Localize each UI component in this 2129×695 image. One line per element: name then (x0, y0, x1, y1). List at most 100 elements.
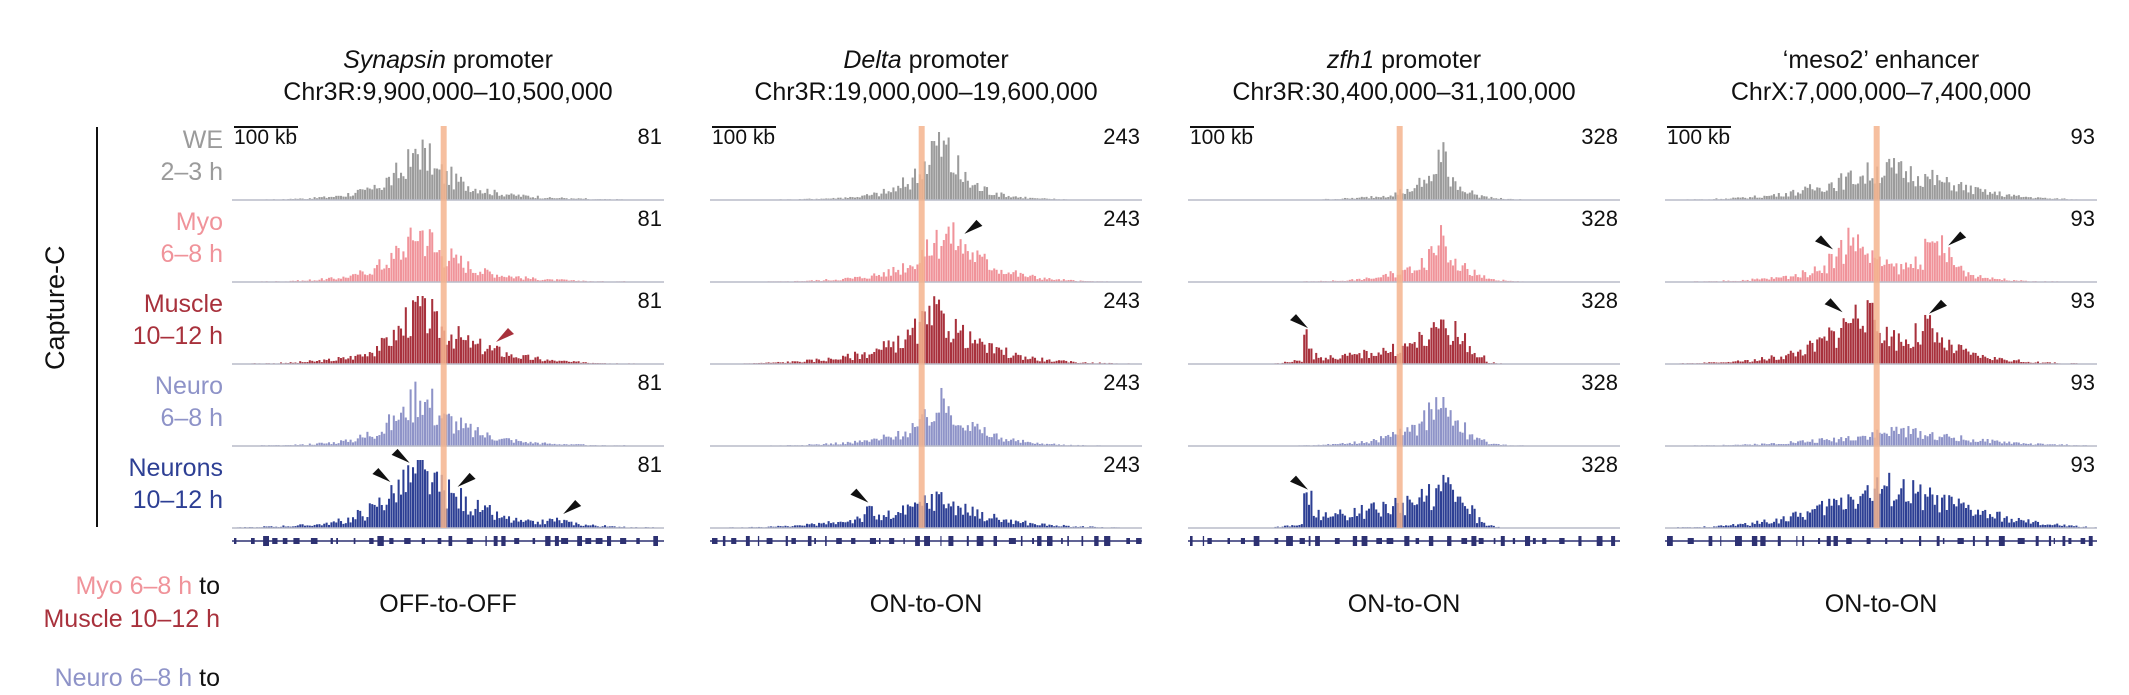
signal-bar (1977, 509, 1980, 528)
gene-exon (1136, 538, 1142, 544)
signal-bar (301, 524, 304, 528)
signal-bar (402, 406, 405, 446)
signal-bar (359, 510, 362, 528)
signal-bar (897, 430, 900, 446)
signal-bar (541, 519, 544, 528)
signal-bar (1002, 274, 1005, 282)
signal-bar (373, 504, 376, 528)
signal-bar (1098, 362, 1101, 364)
signal-bar (2001, 443, 2004, 446)
signal-bar (983, 253, 986, 282)
signal-bar (1356, 443, 1359, 446)
signal-bar (1943, 434, 1946, 446)
signal-bar (1053, 526, 1056, 528)
signal-bar (1336, 444, 1339, 446)
signal-bar (1912, 346, 1915, 364)
signal-bar (1461, 502, 1464, 528)
signal-bar (608, 526, 611, 528)
signal-bar (1840, 437, 1843, 446)
signal-bar (916, 426, 919, 446)
signal-bar (344, 359, 347, 364)
signal-bar (1471, 190, 1474, 200)
signal-bar (1933, 504, 1936, 528)
signal-bar (1468, 346, 1471, 364)
signal-bar (882, 515, 885, 528)
signal-bar (1382, 195, 1385, 200)
signal-bar (356, 189, 359, 200)
signal-bar (2015, 442, 2018, 446)
signal-bar (1821, 191, 1824, 200)
signal-bar (839, 444, 842, 446)
signal-bar (1411, 424, 1414, 446)
signal-bar (1921, 510, 1924, 528)
gene-exon (940, 536, 942, 546)
signal-bar (767, 362, 770, 364)
signal-bar (1770, 195, 1773, 200)
signal-bar (875, 438, 878, 446)
signal-bar (1490, 443, 1493, 446)
signal-bar (1945, 262, 1948, 282)
signal-bar (863, 195, 866, 200)
signal-bar (1984, 189, 1987, 200)
gene-exon (1104, 536, 1111, 546)
signal-bar (359, 354, 362, 364)
signal-bar (882, 341, 885, 364)
signal-bar (1490, 278, 1493, 282)
signal-bar (878, 349, 881, 364)
signal-bar (801, 525, 804, 528)
signal-bar (1785, 193, 1788, 200)
signal-bar (1344, 515, 1347, 528)
comparison-from: Myo 6–8 h (75, 572, 193, 600)
signal-bar (1444, 246, 1447, 282)
signal-bar (1029, 197, 1032, 200)
gene-exon (1386, 538, 1394, 544)
signal-bar (1866, 300, 1869, 364)
signal-bar (532, 277, 535, 282)
signal-bar (1893, 430, 1896, 446)
signal-bar (412, 467, 415, 528)
condition-label-4: Neurons 10–12 h (3, 452, 224, 516)
signal-bar (1965, 440, 1968, 446)
signal-bar (426, 170, 429, 200)
signal-bar (508, 516, 511, 528)
signal-bar (1082, 526, 1085, 528)
signal-bar (1024, 356, 1027, 364)
signal-bar (2017, 517, 2020, 528)
signal-bar (1372, 439, 1375, 446)
signal-bar (481, 354, 484, 364)
signal-bar (945, 144, 948, 200)
transition-label: ON-to-ON (1347, 590, 1461, 618)
signal-bar (1411, 191, 1414, 200)
signal-bar (1413, 342, 1416, 364)
signal-bar (1929, 487, 1932, 528)
signal-bar (330, 277, 333, 282)
signal-bar (419, 169, 422, 200)
signal-bar (368, 503, 371, 528)
signal-bar (1368, 198, 1371, 200)
gene-exon (1998, 536, 2005, 546)
signal-bar (870, 353, 873, 364)
signal-bar (575, 444, 578, 446)
signal-bar (522, 355, 525, 364)
signal-bar (1005, 439, 1008, 446)
signal-bar (1765, 444, 1768, 446)
signal-bar (1428, 175, 1431, 200)
signal-bar (596, 526, 599, 528)
signal-bar (1029, 358, 1032, 364)
signal-bar (1768, 523, 1771, 528)
signal-bar (1413, 424, 1416, 446)
signal-bar (966, 425, 969, 446)
signal-bar (2010, 443, 2013, 446)
signal-bar (1986, 194, 1989, 200)
gene-exon (1578, 536, 1582, 546)
gene-exon (785, 536, 788, 546)
signal-bar (2003, 359, 2006, 364)
signal-bar (1437, 409, 1440, 446)
signal-bar (337, 443, 340, 446)
signal-bar (1074, 526, 1077, 528)
signal-bar (863, 352, 866, 364)
condition-time: 6–8 h (160, 404, 223, 432)
signal-bar (1953, 504, 1956, 528)
signal-bar (558, 520, 561, 528)
signal-bar (512, 357, 515, 364)
